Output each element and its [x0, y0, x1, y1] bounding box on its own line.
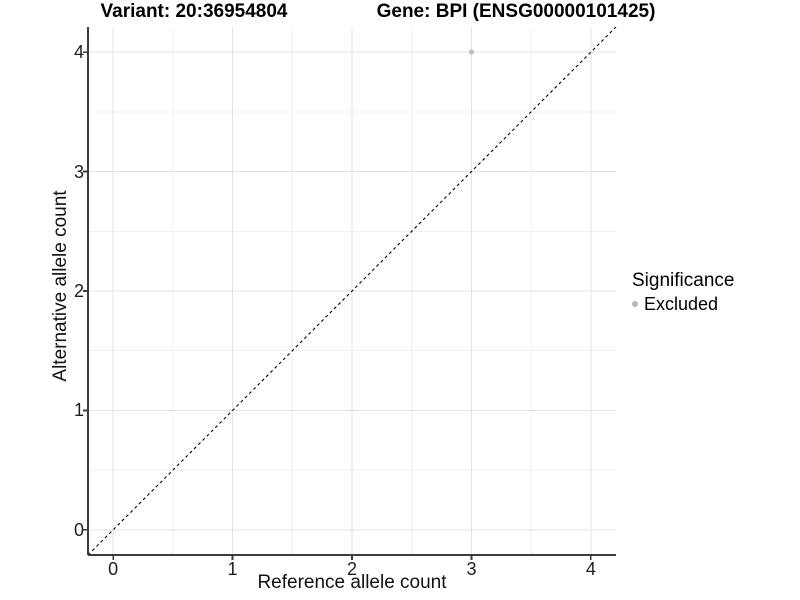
legend-title: Significance: [632, 270, 735, 291]
y-axis-title: Alternative allele count: [50, 190, 71, 382]
y-tick-label: 0: [73, 519, 84, 540]
legend-item: Excluded: [630, 294, 734, 314]
plot-title-gene: Gene: BPI (ENSG00000101425): [376, 1, 656, 22]
x-tick-label: 4: [585, 559, 596, 579]
x-tick-label: 1: [227, 559, 238, 579]
x-tick-label: 0: [108, 559, 119, 579]
y-tick-label: 3: [73, 161, 84, 182]
legend-key-dot-icon: [632, 301, 638, 307]
y-tick-label: 2: [73, 281, 84, 301]
plot-title-variant: Variant: 20:36954804: [100, 1, 288, 22]
data-point: [468, 49, 475, 55]
x-axis-title: Reference allele count: [257, 572, 447, 593]
legend-item-label: Excluded: [644, 294, 719, 314]
x-tick-label: 3: [466, 559, 477, 579]
x-tick-label: 2: [346, 559, 358, 579]
legend: Significance Excluded: [630, 270, 734, 314]
identity-reference-line: [87, 26, 617, 556]
legend-items: Excluded: [630, 294, 734, 314]
y-tick-label: 1: [73, 400, 84, 421]
y-tick-label: 4: [73, 42, 84, 63]
